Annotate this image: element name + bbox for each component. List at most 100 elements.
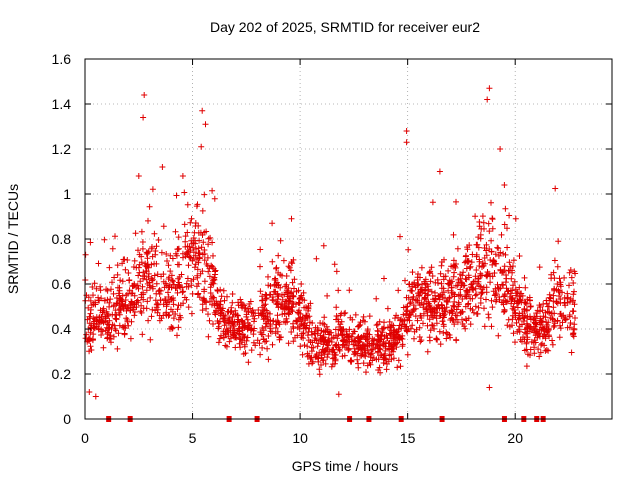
data-point [555, 238, 562, 245]
data-point [384, 335, 391, 342]
data-point [335, 391, 342, 398]
data-point [426, 316, 433, 323]
data-point [283, 287, 290, 294]
data-point [152, 307, 159, 314]
data-point [201, 191, 208, 198]
data-point [159, 164, 166, 170]
data-point [536, 319, 543, 326]
data-point [475, 304, 482, 311]
data-point [319, 320, 326, 327]
data-point [351, 337, 358, 344]
data-point [248, 347, 255, 354]
data-point [142, 262, 149, 269]
data-point [158, 273, 165, 280]
data-point [519, 338, 525, 345]
data-point [90, 331, 97, 338]
data-point [455, 276, 462, 283]
data-point [488, 199, 494, 206]
data-point [369, 350, 375, 357]
data-point [381, 319, 387, 326]
data-point [500, 309, 507, 315]
data-point [364, 362, 371, 369]
data-point [167, 268, 174, 275]
data-point [449, 290, 456, 296]
data-point [320, 348, 327, 355]
data-point [202, 121, 209, 128]
data-point [331, 261, 338, 268]
data-point [103, 324, 110, 331]
data-point [291, 276, 298, 283]
data-point [152, 297, 159, 304]
data-point [403, 304, 410, 310]
data-point [403, 312, 409, 319]
data-point [474, 280, 481, 287]
data-point [199, 207, 206, 214]
data-point [551, 257, 558, 264]
data-point [495, 245, 502, 252]
x-tick-label: 0 [81, 430, 89, 446]
data-point [419, 281, 425, 288]
data-point [521, 274, 528, 281]
data-point [429, 322, 436, 329]
data-point [423, 305, 429, 312]
data-point [531, 327, 538, 334]
data-point [418, 264, 425, 271]
data-point [432, 289, 438, 296]
data-point [411, 335, 417, 342]
data-point [478, 289, 485, 296]
data-point [448, 284, 455, 291]
data-point [194, 266, 201, 273]
data-point [296, 307, 302, 314]
data-point [492, 298, 499, 305]
data-point [187, 219, 194, 226]
data-point [153, 280, 160, 287]
data-point [497, 249, 504, 256]
data-point [522, 329, 528, 336]
x-tick-label: 20 [507, 430, 523, 446]
data-point [182, 233, 189, 240]
data-point [476, 223, 483, 230]
data-point [241, 324, 248, 331]
data-point [304, 343, 311, 350]
data-point [546, 303, 552, 310]
data-point [420, 301, 427, 308]
data-point [147, 284, 153, 291]
data-point [357, 319, 364, 326]
data-point [559, 289, 565, 296]
y-tick-label: 1.6 [52, 51, 72, 67]
data-point [483, 296, 489, 303]
data-point [434, 336, 441, 343]
data-point [335, 318, 342, 325]
data-point [280, 257, 287, 264]
data-point [550, 324, 557, 330]
data-point [453, 198, 459, 205]
data-point [436, 293, 442, 300]
data-point [546, 333, 553, 340]
data-point [91, 280, 98, 287]
data-point [154, 300, 161, 307]
data-point [427, 304, 434, 311]
data-point [521, 308, 528, 315]
data-point [158, 315, 165, 322]
data-point [136, 261, 143, 268]
data-point [286, 264, 293, 271]
data-point [410, 293, 417, 300]
data-point [135, 173, 142, 179]
data-point [467, 321, 474, 328]
data-point [320, 242, 327, 249]
data-point [288, 259, 295, 265]
data-point [138, 302, 145, 309]
data-point [453, 336, 460, 343]
data-point [543, 347, 550, 353]
data-point [570, 308, 577, 315]
data-point [289, 293, 296, 299]
data-point [475, 234, 482, 241]
data-point [116, 322, 123, 329]
data-point [245, 320, 252, 327]
data-point [131, 309, 138, 315]
data-point [348, 333, 355, 340]
data-point [562, 315, 569, 322]
data-point [501, 221, 508, 228]
data-point [338, 310, 345, 317]
data-point [190, 249, 197, 256]
